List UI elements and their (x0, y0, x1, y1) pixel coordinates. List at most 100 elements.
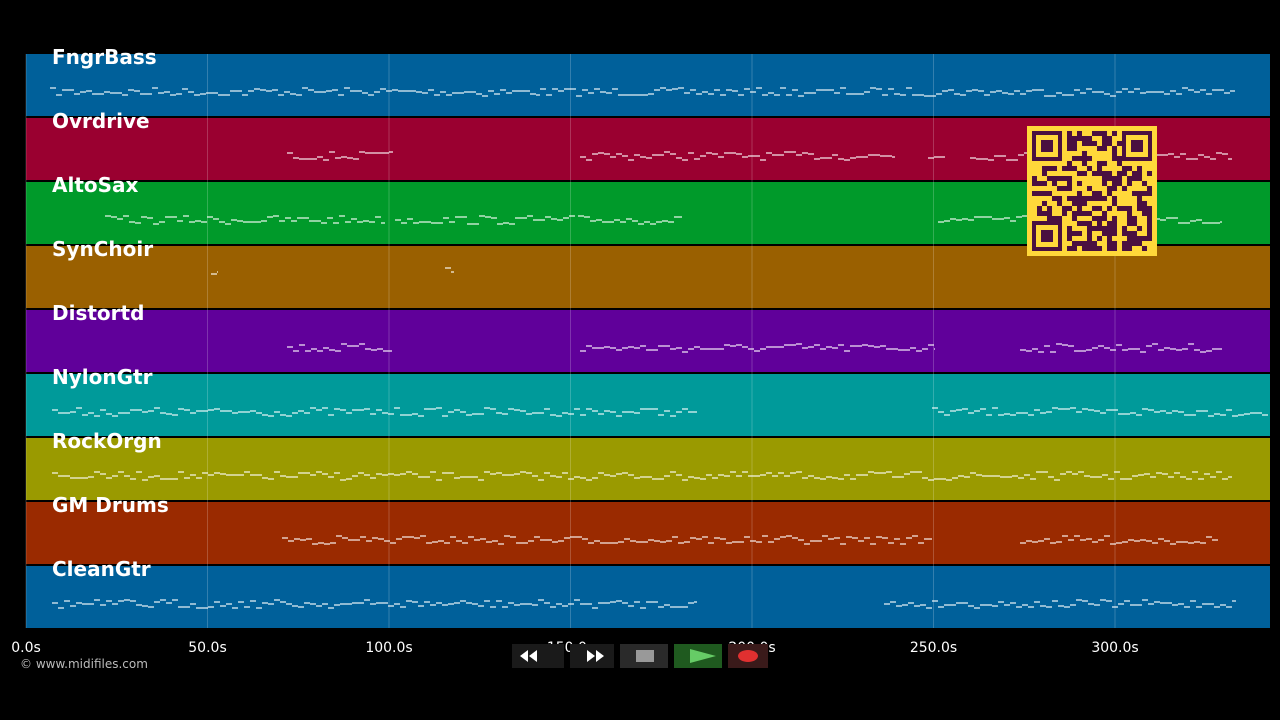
track-label: GM Drums (52, 493, 169, 517)
qr-module (1077, 136, 1082, 141)
note-trace (52, 471, 1232, 481)
track-lane (26, 310, 1270, 372)
qr-module (1137, 166, 1142, 171)
qr-module (1042, 181, 1047, 186)
qr-module (1102, 141, 1107, 146)
qr-module (1147, 171, 1152, 176)
track-lane (26, 374, 1270, 436)
qr-module (1057, 201, 1062, 206)
qr-module (1112, 241, 1117, 246)
qr-module (1102, 196, 1107, 201)
qr-module (1117, 171, 1122, 176)
note-trace (540, 87, 1235, 97)
track-label: FngrBass (52, 45, 157, 69)
qr-module (1072, 166, 1077, 171)
qr-module (1082, 151, 1087, 156)
qr-module (1042, 201, 1047, 206)
qr-module (1122, 171, 1127, 176)
qr-module (1067, 146, 1072, 151)
note-trace (578, 215, 682, 225)
qr-module (1082, 221, 1087, 226)
qr-module (1097, 236, 1102, 241)
qr-module (1092, 241, 1097, 246)
qr-module (1067, 166, 1072, 171)
qr-module (1097, 226, 1102, 231)
qr-module (1122, 231, 1127, 236)
qr-module (1052, 176, 1057, 181)
qr-module (1092, 191, 1097, 196)
qr-module (1102, 211, 1107, 216)
qr-module (1092, 171, 1097, 176)
qr-module (1087, 156, 1092, 161)
qr-module (1077, 196, 1082, 201)
qr-module (1132, 216, 1137, 221)
qr-module (1067, 136, 1072, 141)
time-tick-label: 100.0s (365, 640, 412, 656)
qr-module (1107, 221, 1112, 226)
rewind-button[interactable] (512, 644, 564, 668)
record-icon (738, 650, 758, 662)
qr-module (1137, 236, 1142, 241)
qr-module (1112, 146, 1117, 151)
note-trace (1020, 343, 1222, 353)
qr-module (1087, 246, 1092, 251)
qr-module (1047, 211, 1052, 216)
note-trace (105, 215, 385, 225)
track-lane (26, 502, 1270, 564)
qr-module (1107, 136, 1112, 141)
qr-module (1107, 191, 1112, 196)
qr-module (1077, 181, 1082, 186)
qr-module (1112, 201, 1117, 206)
qr-module (1082, 196, 1087, 201)
note-trace (50, 87, 540, 97)
qr-module (1047, 206, 1052, 211)
qr-module (1142, 211, 1147, 216)
qr-module (1127, 246, 1132, 251)
qr-module (1112, 246, 1117, 251)
qr-module (1092, 216, 1097, 221)
qr-module (1097, 246, 1102, 251)
qr-module (1037, 181, 1042, 186)
qr-module (1077, 231, 1082, 236)
qr-module (1077, 191, 1082, 196)
qr-module (1142, 206, 1147, 211)
note-trace (884, 599, 1236, 609)
qr-module (1067, 186, 1072, 191)
note-trace (580, 343, 935, 353)
qr-module (1122, 166, 1127, 171)
qr-module (1147, 211, 1152, 216)
qr-module (1112, 231, 1117, 236)
qr-module (1132, 171, 1137, 176)
qr-module (1142, 246, 1147, 251)
qr-module (1102, 131, 1107, 136)
qr-module (1042, 211, 1047, 216)
qr-module (1142, 181, 1147, 186)
track-label: Distortd (52, 301, 144, 325)
qr-module (1062, 176, 1067, 181)
qr-code (1027, 126, 1157, 256)
qr-module (1122, 186, 1127, 191)
qr-module (1117, 181, 1122, 186)
qr-module (1107, 176, 1112, 181)
qr-module (1082, 161, 1087, 166)
qr-module (1087, 196, 1092, 201)
qr-module (1092, 196, 1097, 201)
qr-module (1072, 201, 1077, 206)
track-label: AltoSax (52, 173, 139, 197)
qr-module (1087, 241, 1092, 246)
qr-module (1032, 181, 1037, 186)
qr-module (1077, 201, 1082, 206)
qr-module (1097, 131, 1102, 136)
note-trace (580, 151, 895, 161)
qr-module (1057, 216, 1062, 221)
qr-module (1072, 246, 1077, 251)
qr-module (1147, 231, 1152, 236)
qr-module (1147, 186, 1152, 191)
transport-controls (512, 644, 768, 668)
qr-module (1102, 216, 1107, 221)
qr-module (1067, 176, 1072, 181)
qr-module (1137, 226, 1142, 231)
qr-module (1147, 221, 1152, 226)
qr-module (1032, 191, 1037, 196)
